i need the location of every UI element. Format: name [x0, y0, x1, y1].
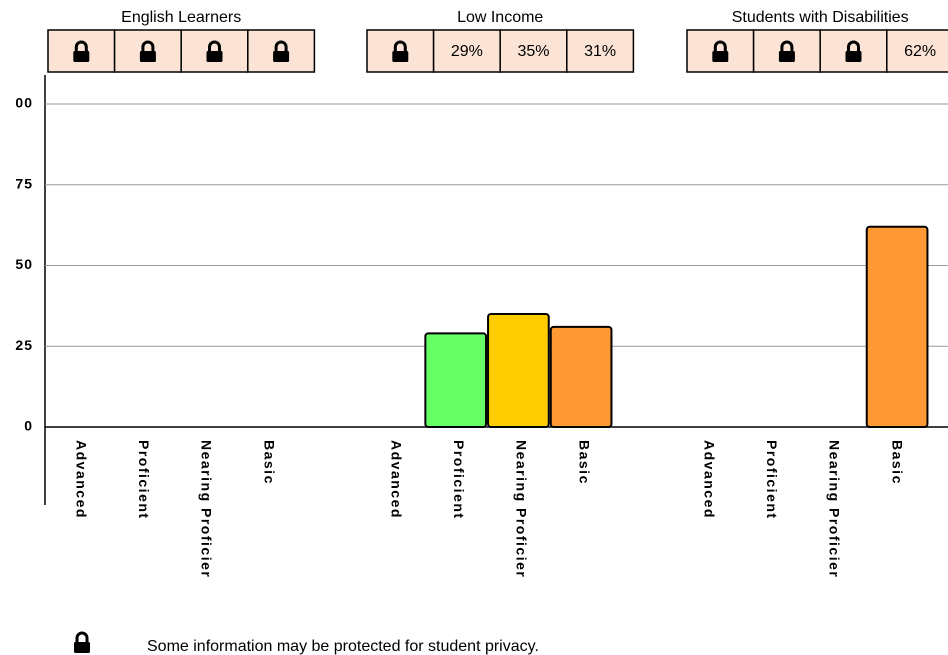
lock-shackle [75, 631, 89, 642]
table-cell [47, 29, 116, 73]
lock-body [73, 51, 90, 62]
y-tick-label: 0 [24, 418, 33, 434]
lock-icon [778, 40, 795, 62]
lock-body [206, 51, 223, 62]
lock-body [139, 51, 156, 62]
cell-value: 29% [451, 43, 483, 60]
y-tick-label: 75 [15, 175, 33, 191]
x-tick-label: Proficient [764, 440, 780, 520]
lock-shackle [74, 40, 88, 51]
table-cell [432, 29, 501, 73]
bar [549, 325, 613, 428]
cell-value: 35% [517, 43, 549, 60]
table-cell [566, 29, 635, 73]
lock-icon [74, 631, 90, 653]
lock-shackle [141, 40, 155, 51]
lock-body [845, 51, 862, 62]
bar [487, 312, 550, 429]
x-tick-label: Nearing Proficier [199, 440, 215, 578]
lock-shackle [780, 40, 794, 51]
group-title: English Learners [121, 9, 241, 26]
cell-value: 31% [584, 43, 616, 60]
x-tick-label: Basic [889, 440, 905, 485]
y-tick-label: 00 [15, 95, 33, 111]
bar [865, 225, 929, 428]
table-cell [499, 29, 568, 73]
lock-body [712, 51, 729, 62]
bar [424, 332, 488, 428]
lock-icon [273, 40, 290, 62]
lock-body [74, 642, 90, 653]
lock-shackle [274, 40, 288, 51]
footnote: Some information may be protected for st… [147, 638, 539, 655]
y-tick-label: 50 [15, 256, 33, 272]
table-cell [752, 29, 821, 73]
cell-value: 62% [904, 43, 936, 60]
x-tick-label: Advanced [701, 440, 717, 519]
y-tick-label: 25 [15, 337, 33, 353]
lock-shackle [393, 40, 407, 51]
group-title: Students with Disabilities [732, 9, 909, 26]
x-tick-label: Advanced [388, 440, 404, 519]
lock-body [273, 51, 290, 62]
x-tick-label: Nearing Proficier [514, 440, 530, 578]
lock-icon [73, 40, 90, 62]
group-title: Low Income [457, 9, 543, 26]
x-tick-label: Advanced [73, 440, 89, 519]
lock-shackle [847, 40, 860, 51]
x-tick-label: Proficient [136, 440, 152, 520]
lock-icon [845, 40, 862, 62]
lock-icon [712, 40, 729, 62]
lock-icon [392, 40, 409, 62]
x-tick-label: Basic [576, 440, 592, 485]
lock-body [392, 51, 409, 62]
lock-body [778, 51, 795, 62]
table-cell [886, 29, 948, 73]
x-tick-label: Proficient [451, 440, 467, 520]
lock-icon [206, 40, 223, 62]
lock-shackle [713, 40, 727, 51]
x-tick-label: Basic [261, 440, 277, 485]
lock-icon [139, 40, 156, 62]
lock-shackle [208, 40, 221, 51]
x-tick-label: Nearing Proficier [827, 440, 843, 578]
